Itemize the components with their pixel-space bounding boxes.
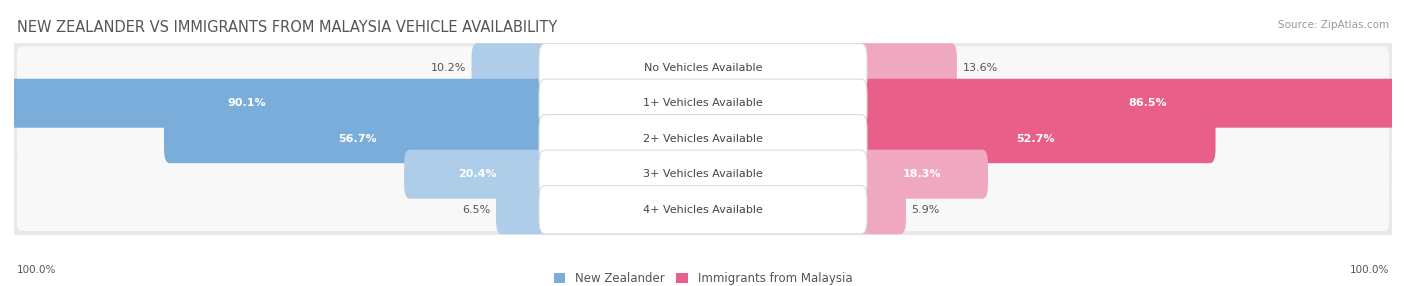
FancyBboxPatch shape — [856, 79, 1406, 128]
Text: 20.4%: 20.4% — [458, 169, 496, 179]
FancyBboxPatch shape — [8, 40, 1398, 95]
Text: 6.5%: 6.5% — [463, 205, 491, 215]
FancyBboxPatch shape — [165, 114, 550, 163]
FancyBboxPatch shape — [496, 185, 550, 234]
FancyBboxPatch shape — [0, 79, 550, 128]
FancyBboxPatch shape — [471, 43, 550, 92]
FancyBboxPatch shape — [856, 114, 1216, 163]
Text: 52.7%: 52.7% — [1017, 134, 1054, 144]
FancyBboxPatch shape — [538, 43, 868, 92]
FancyBboxPatch shape — [17, 188, 1389, 231]
FancyBboxPatch shape — [538, 150, 868, 198]
FancyBboxPatch shape — [538, 186, 868, 234]
Text: 100.0%: 100.0% — [17, 265, 56, 275]
FancyBboxPatch shape — [17, 153, 1389, 196]
Text: 5.9%: 5.9% — [911, 205, 939, 215]
Text: Source: ZipAtlas.com: Source: ZipAtlas.com — [1278, 20, 1389, 30]
Legend: New Zealander, Immigrants from Malaysia: New Zealander, Immigrants from Malaysia — [548, 267, 858, 286]
Text: NEW ZEALANDER VS IMMIGRANTS FROM MALAYSIA VEHICLE AVAILABILITY: NEW ZEALANDER VS IMMIGRANTS FROM MALAYSI… — [17, 20, 557, 35]
FancyBboxPatch shape — [17, 46, 1389, 89]
Text: 100.0%: 100.0% — [1350, 265, 1389, 275]
FancyBboxPatch shape — [538, 115, 868, 163]
FancyBboxPatch shape — [17, 118, 1389, 160]
Text: 18.3%: 18.3% — [903, 169, 941, 179]
Text: 1+ Vehicles Available: 1+ Vehicles Available — [643, 98, 763, 108]
FancyBboxPatch shape — [856, 43, 957, 92]
Text: 10.2%: 10.2% — [430, 63, 465, 73]
Text: No Vehicles Available: No Vehicles Available — [644, 63, 762, 73]
Text: 13.6%: 13.6% — [963, 63, 998, 73]
Text: 4+ Vehicles Available: 4+ Vehicles Available — [643, 205, 763, 215]
FancyBboxPatch shape — [17, 82, 1389, 124]
FancyBboxPatch shape — [856, 150, 988, 199]
FancyBboxPatch shape — [8, 182, 1398, 237]
FancyBboxPatch shape — [8, 111, 1398, 166]
Text: 2+ Vehicles Available: 2+ Vehicles Available — [643, 134, 763, 144]
Text: 90.1%: 90.1% — [228, 98, 266, 108]
FancyBboxPatch shape — [404, 150, 550, 199]
Text: 86.5%: 86.5% — [1128, 98, 1167, 108]
FancyBboxPatch shape — [538, 79, 868, 127]
Text: 56.7%: 56.7% — [337, 134, 377, 144]
FancyBboxPatch shape — [856, 185, 905, 234]
FancyBboxPatch shape — [8, 147, 1398, 202]
FancyBboxPatch shape — [8, 76, 1398, 130]
Text: 3+ Vehicles Available: 3+ Vehicles Available — [643, 169, 763, 179]
